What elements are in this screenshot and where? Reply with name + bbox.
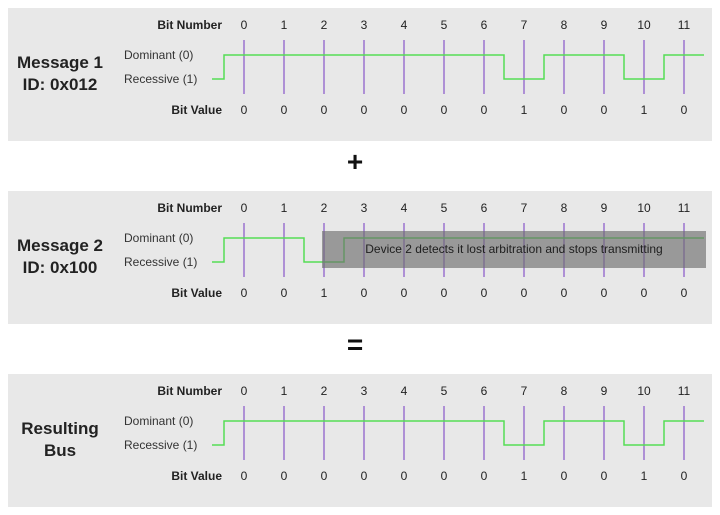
- bit-value-label: Bit Value: [171, 286, 222, 300]
- equals-operator: =: [346, 329, 364, 360]
- message-1-title: Message 1 ID: 0x012: [17, 53, 103, 94]
- bit-number-6: 6: [480, 384, 488, 398]
- dominant-label: Dominant (0): [124, 231, 194, 245]
- bit-number-10: 10: [637, 384, 651, 398]
- bit-number-1: 1: [280, 201, 288, 215]
- recessive-label: Recessive (1): [124, 72, 198, 86]
- bit-number-5: 5: [440, 18, 448, 32]
- bit-number-11: 11: [677, 201, 691, 215]
- bit-number-2: 2: [320, 384, 328, 398]
- bit-number-label: Bit Number: [157, 384, 222, 398]
- bit-value-6: 0: [480, 469, 488, 483]
- bit-number-0: 0: [240, 201, 248, 215]
- bit-value-0: 0: [240, 286, 248, 300]
- message-1-waveform: [212, 40, 704, 94]
- bit-value-5: 0: [440, 286, 448, 300]
- bit-number-label: Bit Number: [157, 18, 222, 32]
- resulting-bus-panel: Resulting Bus Bit Number Dominant (0) Re…: [8, 374, 712, 507]
- bit-number-3: 3: [360, 201, 368, 215]
- bit-value-3: 0: [360, 469, 368, 483]
- recessive-label: Recessive (1): [124, 255, 198, 269]
- bit-number-5: 5: [440, 384, 448, 398]
- message-1-panel: Message 1 ID: 0x012 Bit Number Dominant …: [8, 8, 712, 141]
- bit-number-6: 6: [480, 18, 488, 32]
- bit-value-9: 0: [600, 286, 608, 300]
- bit-value-9: 0: [600, 103, 608, 117]
- bit-value-1: 0: [280, 286, 288, 300]
- bit-value-8: 0: [560, 286, 568, 300]
- bit-value-10: 1: [640, 469, 648, 483]
- bit-value-2: 0: [320, 469, 328, 483]
- bit-value-3: 0: [360, 103, 368, 117]
- bit-number-1: 1: [280, 384, 288, 398]
- bit-number-0: 0: [240, 384, 248, 398]
- bit-number-4: 4: [400, 201, 408, 215]
- bit-value-label: Bit Value: [171, 103, 222, 117]
- bit-value-1: 0: [280, 103, 288, 117]
- bit-number-8: 8: [560, 384, 568, 398]
- resulting-bus-title: Resulting Bus: [21, 419, 99, 460]
- bit-number-2: 2: [320, 18, 328, 32]
- resulting-bus-waveform: [212, 406, 704, 460]
- bit-value-1: 0: [280, 469, 288, 483]
- bit-value-0: 0: [240, 103, 248, 117]
- bit-number-7: 7: [520, 384, 528, 398]
- bit-number-1: 1: [280, 18, 288, 32]
- bit-value-7: 1: [520, 469, 528, 483]
- bit-number-9: 9: [600, 384, 608, 398]
- dominant-label: Dominant (0): [124, 414, 194, 428]
- recessive-label: Recessive (1): [124, 438, 198, 452]
- bit-number-4: 4: [400, 18, 408, 32]
- bit-value-8: 0: [560, 103, 568, 117]
- bit-value-5: 0: [440, 469, 448, 483]
- bit-value-9: 0: [600, 469, 608, 483]
- dominant-label: Dominant (0): [124, 48, 194, 62]
- bit-number-11: 11: [677, 18, 691, 32]
- bit-value-2: 0: [320, 103, 328, 117]
- bit-number-10: 10: [637, 201, 651, 215]
- bit-value-2: 1: [320, 286, 328, 300]
- bit-number-11: 11: [677, 384, 691, 398]
- bit-value-6: 0: [480, 286, 488, 300]
- message-2-title: Message 2 ID: 0x100: [17, 236, 103, 277]
- bit-value-11: 0: [680, 469, 688, 483]
- arbitration-lost-note: Device 2 detects it lost arbitration and…: [365, 242, 663, 256]
- bit-number-2: 2: [320, 201, 328, 215]
- bit-number-7: 7: [520, 18, 528, 32]
- bit-number-3: 3: [360, 384, 368, 398]
- bit-value-7: 1: [520, 103, 528, 117]
- bit-value-11: 0: [680, 103, 688, 117]
- bit-number-9: 9: [600, 201, 608, 215]
- bit-value-4: 0: [400, 286, 408, 300]
- bit-value-0: 0: [240, 469, 248, 483]
- bit-number-4: 4: [400, 384, 408, 398]
- signal-trace: [212, 420, 704, 446]
- bit-number-3: 3: [360, 18, 368, 32]
- bit-value-3: 0: [360, 286, 368, 300]
- bit-value-4: 0: [400, 103, 408, 117]
- bit-number-5: 5: [440, 201, 448, 215]
- bit-value-label: Bit Value: [171, 469, 222, 483]
- message-2-panel: Message 2 ID: 0x100 Bit Number Dominant …: [8, 191, 712, 324]
- bit-value-11: 0: [680, 286, 688, 300]
- bit-number-0: 0: [240, 18, 248, 32]
- bit-value-7: 0: [520, 286, 528, 300]
- bit-value-5: 0: [440, 103, 448, 117]
- bit-value-10: 1: [640, 103, 648, 117]
- bit-value-10: 0: [640, 286, 648, 300]
- arbitration-lost-overlay: Device 2 detects it lost arbitration and…: [322, 231, 706, 268]
- bit-number-7: 7: [520, 201, 528, 215]
- bit-number-10: 10: [637, 18, 651, 32]
- bit-number-label: Bit Number: [157, 201, 222, 215]
- bit-value-4: 0: [400, 469, 408, 483]
- signal-trace: [212, 54, 704, 80]
- bit-number-8: 8: [560, 201, 568, 215]
- bit-number-9: 9: [600, 18, 608, 32]
- plus-operator: +: [346, 146, 364, 177]
- bit-number-6: 6: [480, 201, 488, 215]
- bit-value-8: 0: [560, 469, 568, 483]
- bit-value-6: 0: [480, 103, 488, 117]
- bit-number-8: 8: [560, 18, 568, 32]
